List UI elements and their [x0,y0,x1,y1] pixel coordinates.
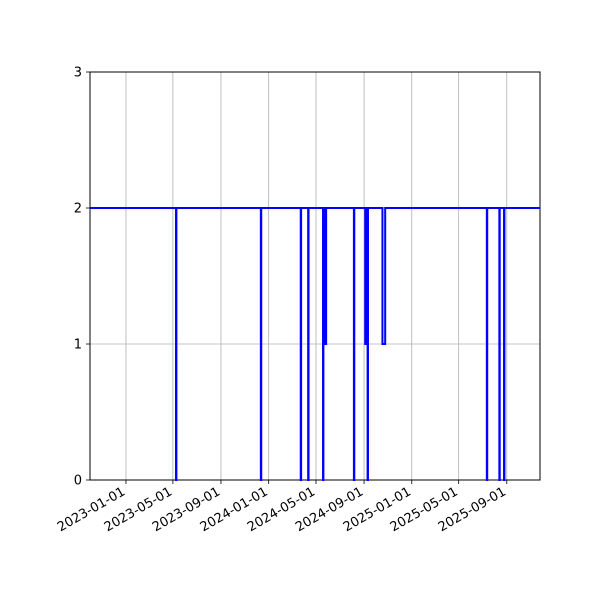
series-group [90,207,540,481]
plot-frame [89,71,541,481]
y-axis-ticks: 0 1 2 3 [74,66,90,489]
grid-lines [90,71,540,481]
y-tick-label: 0 [74,474,82,489]
y-tick-label: 1 [74,338,82,353]
y-tick-label: 3 [74,66,82,81]
series-line [90,207,540,481]
y-tick-label: 2 [74,202,82,217]
x-axis-ticks: 2023-01-012023-05-012023-09-012024-01-01… [55,480,509,535]
